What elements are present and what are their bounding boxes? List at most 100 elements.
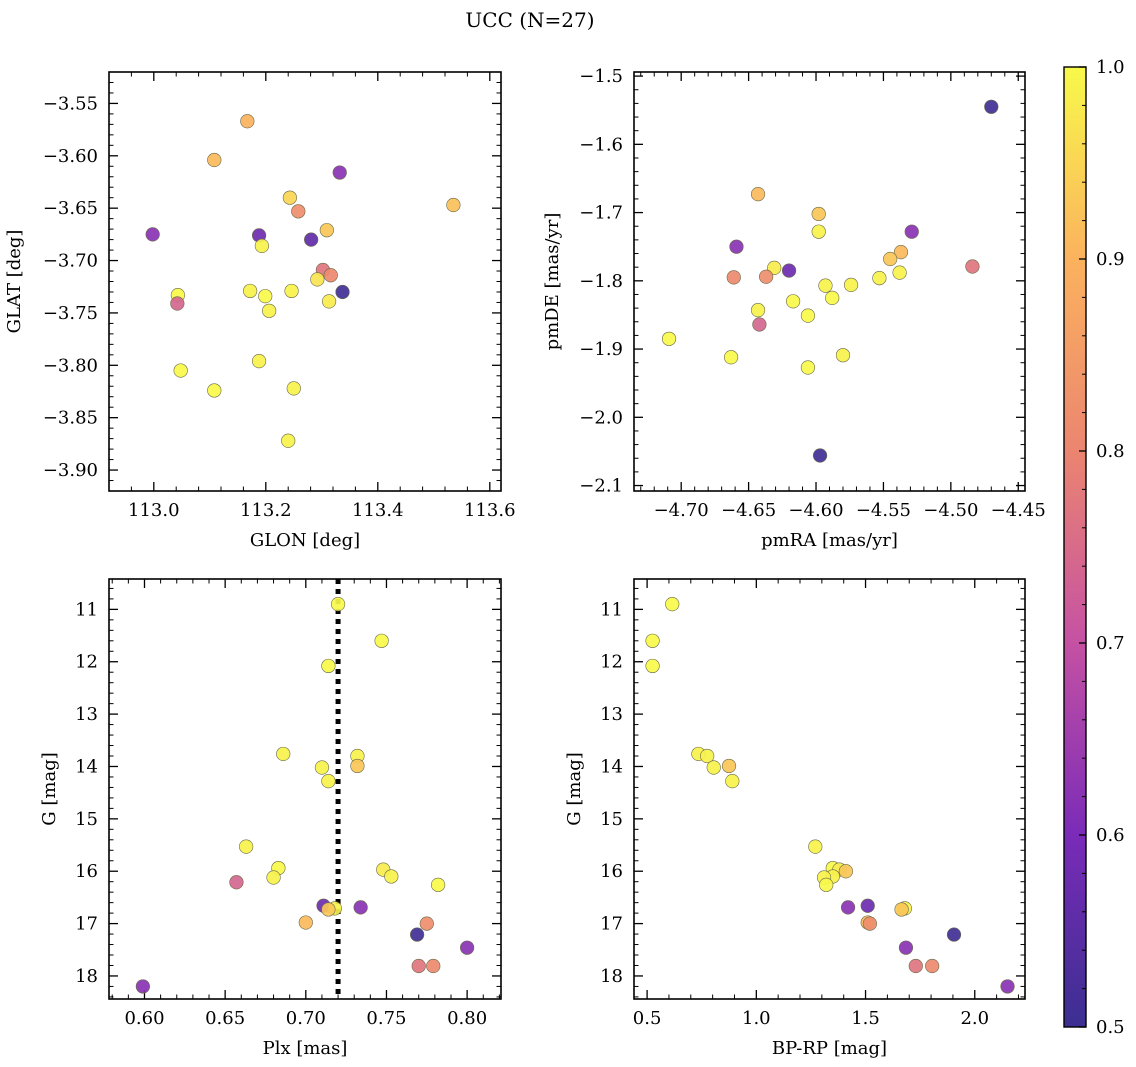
x-axis-label: BP-RP [mag] [772, 1038, 887, 1059]
colorbar: 0.5 0.6 0.7 0.8 0.9 1.0 [1063, 57, 1125, 1038]
scatter-point [460, 940, 475, 955]
y-tick-label: −3.65 [43, 198, 98, 219]
figure-title: UCC (N=27) [465, 8, 594, 32]
y-tick-label: 15 [600, 809, 623, 830]
y-tick-label: 11 [75, 599, 98, 620]
scatter-point [800, 360, 816, 375]
colorbar-tick-label: 0.5 [1096, 1017, 1125, 1038]
scatter-point [173, 363, 188, 378]
scatter-point [661, 331, 677, 346]
x-tick-label: 0.70 [286, 1008, 326, 1029]
plot-frame [633, 578, 1026, 1000]
y-tick-label: −3.55 [43, 93, 98, 114]
scatter-point [759, 269, 774, 284]
scatter-point [135, 979, 150, 994]
scatter-point [281, 433, 296, 448]
scatter-point [335, 284, 350, 300]
scatter-point [721, 758, 737, 774]
colorbar-gradient [1063, 66, 1087, 1028]
scatter-point [965, 259, 980, 274]
scatter-point [411, 958, 426, 974]
x-tick-label: −4.70 [654, 500, 709, 521]
y-tick-label: −3.85 [43, 408, 98, 429]
x-tick-label: 0.80 [447, 1008, 487, 1029]
y-tick-label: −1.7 [579, 203, 623, 224]
x-tick-label: −4.55 [856, 500, 911, 521]
scatter-point [1000, 979, 1015, 994]
x-tick-label: −4.50 [923, 500, 978, 521]
x-tick-label: 113.6 [464, 500, 516, 521]
plot-frame [108, 71, 502, 492]
x-axis-label: Plx [mas] [263, 1038, 348, 1059]
scatter-point [767, 260, 782, 275]
scatter-point [323, 268, 338, 283]
scatter-point [665, 597, 680, 612]
x-tick-label: −4.65 [721, 500, 776, 521]
scatter-point [781, 263, 797, 278]
scatter-point [332, 165, 347, 180]
y-tick-label: 12 [75, 652, 98, 673]
scatter-point [321, 774, 336, 789]
panel-bprp-g: 0.5 1.0 1.5 2.0 11 12 13 14 15 16 17 18 BP-RP [mag] G… [564, 578, 1026, 1059]
scatter-point [258, 289, 273, 304]
scatter-point [862, 916, 878, 931]
y-tick-label: 14 [600, 756, 623, 777]
scatter-point [860, 898, 875, 913]
y-tick-label: 13 [600, 704, 623, 725]
y-tick-label: −2.1 [579, 476, 623, 497]
scatter-point [446, 197, 461, 213]
scatter-point [785, 294, 801, 309]
y-tick-label: 18 [75, 966, 98, 987]
y-tick-label: 16 [600, 861, 623, 882]
scatter-point [207, 383, 222, 398]
y-tick-label: −3.80 [43, 355, 98, 376]
scatter-point [843, 277, 859, 293]
scatter-point [304, 232, 319, 247]
y-tick-label: −2.0 [579, 407, 623, 428]
x-tick-label: 2.0 [960, 1008, 989, 1029]
scatter-point [818, 278, 833, 293]
scatter-point [251, 354, 267, 369]
scatter-point [145, 227, 160, 242]
scatter-point [883, 251, 898, 267]
scatter-point [811, 206, 826, 222]
panel-plx-g: 0.60 0.65 0.70 0.75 0.80 11 12 13 14 15 16 17 18 Plx … [39, 578, 502, 1059]
y-tick-label: 12 [600, 652, 623, 673]
x-tick-label: 113.2 [240, 500, 292, 521]
scatter-point [243, 283, 258, 299]
y-tick-label: 15 [75, 809, 98, 830]
scatter-point [321, 902, 336, 917]
x-axis-label: pmRA [mas/yr] [761, 530, 898, 551]
scatter-point [726, 270, 741, 285]
scatter-point [908, 958, 923, 974]
scatter-point [170, 296, 185, 311]
y-tick-label: 14 [75, 756, 98, 777]
scatter-point [752, 317, 767, 332]
y-tick-label: 18 [600, 966, 623, 987]
x-tick-label: 113.4 [352, 500, 404, 521]
panel-pmra-pmde: −4.70 −4.65 −4.60 −4.55 −4.50 −4.45 −2.1 −2.0 −1… [542, 66, 1046, 551]
colorbar-tick-label: 0.7 [1096, 633, 1125, 654]
scatter-point [330, 597, 346, 612]
y-tick-label: −3.75 [43, 303, 98, 324]
y-tick-label: −1.6 [579, 134, 623, 155]
x-axis-label: GLON [deg] [250, 530, 360, 551]
panel-glon-glat: 113.0 113.2 113.4 113.6 −3.90 −3.85 −3.80 −3.75… [4, 71, 516, 551]
scatter-point [838, 864, 853, 879]
colorbar-tick-label: 0.8 [1096, 441, 1125, 462]
scatter-point [410, 927, 425, 942]
x-tick-label: 0.5 [633, 1008, 662, 1029]
y-axis-label: GLAT [deg] [4, 230, 25, 334]
y-tick-label: −1.8 [579, 271, 623, 292]
x-tick-label: 1.0 [742, 1008, 771, 1029]
scatter-point [284, 283, 299, 299]
scatter-point [384, 869, 399, 884]
colorbar-tick-label: 0.6 [1096, 825, 1125, 846]
x-tick-label: −4.60 [788, 500, 843, 521]
scatter-point [207, 152, 222, 168]
scatter-point [925, 958, 940, 974]
y-tick-label: −3.60 [43, 146, 98, 167]
x-tick-label: 113.0 [128, 500, 180, 521]
scatter-point [723, 350, 739, 365]
scatter-point [898, 940, 914, 955]
